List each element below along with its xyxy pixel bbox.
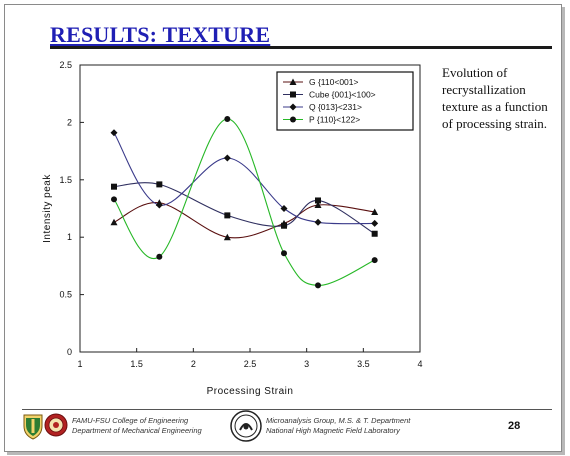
y-tick-label: 1 bbox=[67, 232, 72, 242]
x-tick-label: 4 bbox=[417, 359, 422, 369]
y-tick-label: 1.5 bbox=[59, 175, 72, 185]
y-tick-label: 0 bbox=[67, 347, 72, 357]
data-point-diamond bbox=[110, 129, 118, 137]
data-point-circle bbox=[156, 253, 163, 260]
data-point-triangle bbox=[371, 208, 379, 215]
footer-lab-line: National High Magnetic Field Laboratory bbox=[266, 426, 400, 435]
data-point-diamond bbox=[280, 205, 288, 212]
slide-title: RESULTS: TEXTURE bbox=[50, 22, 271, 47]
footer-department-line: Department of Mechanical Engineering bbox=[72, 426, 202, 435]
data-point-square bbox=[315, 197, 321, 204]
series-line-square bbox=[113, 182, 375, 235]
legend-label-cube-001-100: Cube {001}<100> bbox=[309, 90, 376, 100]
legend-marker-diamond bbox=[289, 103, 297, 111]
famu-shield-logo-icon bbox=[23, 414, 43, 440]
x-tick-label: 1 bbox=[77, 359, 82, 369]
title-underline-rule bbox=[50, 46, 552, 49]
footer-college-line: FAMU-FSU College of Engineering bbox=[72, 416, 189, 425]
legend-label-p-110-122: P {110}<122> bbox=[309, 115, 360, 125]
x-tick-label: 1.5 bbox=[130, 359, 143, 369]
data-point-circle bbox=[371, 257, 378, 264]
y-tick-label: 2 bbox=[67, 117, 72, 127]
data-point-triangle bbox=[314, 201, 322, 209]
legend-marker-square bbox=[290, 91, 296, 98]
y-axis-label: Intensity peak bbox=[42, 174, 53, 243]
data-point-circle bbox=[281, 250, 287, 257]
y-tick-label: 0.5 bbox=[59, 290, 72, 300]
page-number: 28 bbox=[508, 420, 521, 432]
data-point-square bbox=[111, 183, 117, 190]
nhmfl-seal-logo-icon bbox=[230, 410, 262, 442]
legend-label-g-110-001: G {110<001> bbox=[309, 77, 359, 87]
legend-label-q-013-231: Q {013}<231> bbox=[309, 102, 362, 112]
data-point-triangle bbox=[223, 233, 231, 241]
y-tick-label: 2.5 bbox=[59, 60, 72, 70]
data-point-diamond bbox=[223, 154, 231, 162]
footer-group-line: Microanalysis Group, M.S. & T. Departmen… bbox=[266, 416, 411, 425]
data-point-diamond bbox=[155, 201, 163, 209]
x-tick-label: 2.5 bbox=[244, 359, 257, 369]
footer-rule bbox=[22, 409, 552, 410]
footer-right-text: Microanalysis Group, M.S. & T. Departmen… bbox=[266, 416, 410, 436]
data-point-square bbox=[371, 230, 378, 237]
x-tick-label: 3.5 bbox=[357, 359, 370, 369]
data-point-diamond bbox=[371, 219, 379, 227]
data-point-square bbox=[281, 222, 287, 229]
data-point-square bbox=[224, 212, 231, 219]
data-point-circle bbox=[111, 196, 117, 203]
chart-caption: Evolution of recrystallization texture a… bbox=[442, 65, 548, 131]
data-point-circle bbox=[224, 115, 231, 122]
x-tick-label: 3 bbox=[304, 359, 309, 369]
series-line-triangle bbox=[113, 202, 375, 239]
data-point-triangle bbox=[110, 218, 118, 226]
data-point-circle bbox=[315, 282, 321, 289]
data-point-diamond bbox=[314, 218, 322, 226]
x-axis-label: Processing Strain bbox=[207, 386, 294, 397]
legend-marker-circle bbox=[290, 116, 296, 123]
x-tick-label: 2 bbox=[191, 359, 196, 369]
data-point-square bbox=[156, 181, 163, 188]
legend-marker-triangle bbox=[289, 78, 297, 85]
footer-left-text: FAMU-FSU College of Engineering Departme… bbox=[72, 416, 202, 436]
series-line-diamond bbox=[113, 132, 375, 225]
fsu-seal-logo-icon bbox=[44, 413, 68, 437]
